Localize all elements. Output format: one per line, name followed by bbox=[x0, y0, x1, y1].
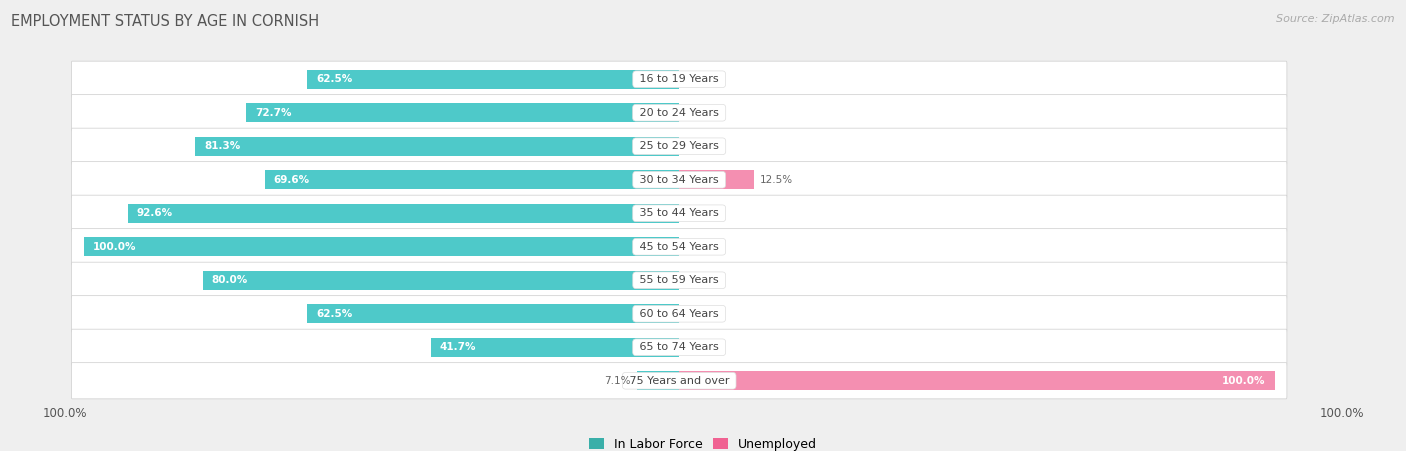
Bar bbox=[679, 371, 1274, 391]
FancyBboxPatch shape bbox=[72, 229, 1286, 265]
Text: 100.0%: 100.0% bbox=[93, 242, 136, 252]
Bar bbox=[307, 69, 679, 89]
Text: 100.0%: 100.0% bbox=[1222, 376, 1265, 386]
FancyBboxPatch shape bbox=[72, 128, 1286, 164]
Bar bbox=[202, 271, 679, 290]
FancyBboxPatch shape bbox=[72, 161, 1286, 198]
Bar bbox=[246, 103, 679, 123]
FancyBboxPatch shape bbox=[72, 195, 1286, 231]
Bar bbox=[430, 337, 679, 357]
FancyBboxPatch shape bbox=[72, 363, 1286, 399]
Text: 62.5%: 62.5% bbox=[316, 309, 353, 319]
Bar bbox=[679, 170, 754, 189]
Bar bbox=[307, 304, 679, 323]
Text: 100.0%: 100.0% bbox=[42, 407, 87, 420]
Legend: In Labor Force, Unemployed: In Labor Force, Unemployed bbox=[583, 433, 823, 451]
Bar bbox=[84, 237, 679, 257]
Text: 75 Years and over: 75 Years and over bbox=[626, 376, 733, 386]
Text: 72.7%: 72.7% bbox=[256, 108, 292, 118]
Bar bbox=[128, 203, 679, 223]
FancyBboxPatch shape bbox=[72, 95, 1286, 131]
Text: 60 to 64 Years: 60 to 64 Years bbox=[636, 309, 723, 319]
Text: 62.5%: 62.5% bbox=[316, 74, 353, 84]
Text: 7.1%: 7.1% bbox=[605, 376, 631, 386]
Text: 100.0%: 100.0% bbox=[1319, 407, 1364, 420]
Text: 12.5%: 12.5% bbox=[759, 175, 793, 185]
Bar bbox=[637, 371, 679, 391]
FancyBboxPatch shape bbox=[72, 329, 1286, 365]
Text: 30 to 34 Years: 30 to 34 Years bbox=[636, 175, 723, 185]
Text: 45 to 54 Years: 45 to 54 Years bbox=[636, 242, 723, 252]
FancyBboxPatch shape bbox=[72, 296, 1286, 332]
FancyBboxPatch shape bbox=[72, 262, 1286, 299]
Text: 25 to 29 Years: 25 to 29 Years bbox=[636, 141, 723, 151]
Bar bbox=[195, 137, 679, 156]
Text: 65 to 74 Years: 65 to 74 Years bbox=[636, 342, 723, 352]
Text: 81.3%: 81.3% bbox=[204, 141, 240, 151]
Text: 20 to 24 Years: 20 to 24 Years bbox=[636, 108, 723, 118]
Text: EMPLOYMENT STATUS BY AGE IN CORNISH: EMPLOYMENT STATUS BY AGE IN CORNISH bbox=[11, 14, 319, 28]
Text: 92.6%: 92.6% bbox=[136, 208, 173, 218]
Text: 69.6%: 69.6% bbox=[274, 175, 309, 185]
Text: 35 to 44 Years: 35 to 44 Years bbox=[636, 208, 723, 218]
Text: 41.7%: 41.7% bbox=[440, 342, 477, 352]
Bar bbox=[264, 170, 679, 189]
Text: Source: ZipAtlas.com: Source: ZipAtlas.com bbox=[1277, 14, 1395, 23]
Text: 55 to 59 Years: 55 to 59 Years bbox=[636, 275, 723, 285]
Text: 80.0%: 80.0% bbox=[212, 275, 247, 285]
Text: 16 to 19 Years: 16 to 19 Years bbox=[636, 74, 723, 84]
FancyBboxPatch shape bbox=[72, 61, 1286, 97]
